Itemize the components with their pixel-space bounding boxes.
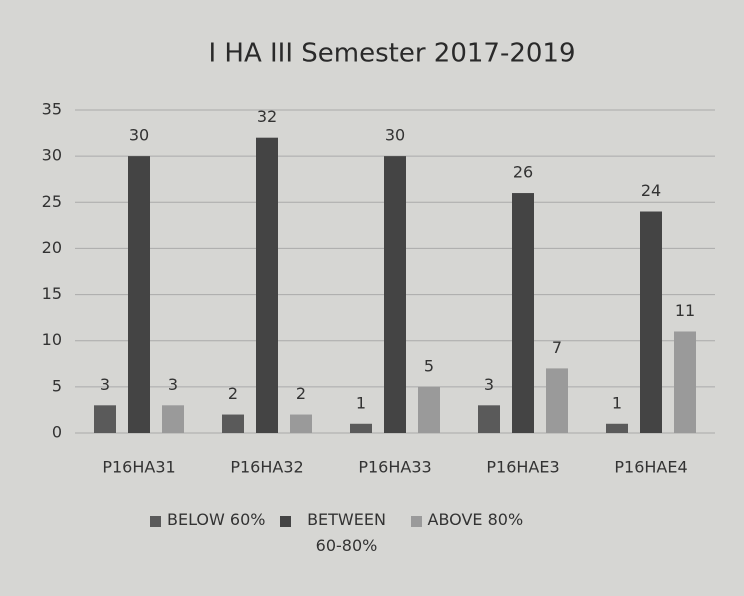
x-tick-label: P16HA31 (102, 458, 175, 477)
y-tick-label: 25 (42, 192, 62, 211)
legend: BELOW 60% BETWEEN 60-80% ABOVE 80% (150, 510, 523, 559)
bar (606, 423, 628, 433)
bar (94, 405, 116, 433)
bar (384, 156, 406, 433)
data-label: 1 (356, 393, 366, 412)
data-label: 30 (129, 126, 149, 145)
bar (290, 414, 312, 433)
data-label: 1 (612, 393, 622, 412)
y-tick-label: 10 (42, 330, 62, 349)
data-label: 3 (168, 375, 178, 394)
y-tick-label: 0 (52, 423, 62, 442)
legend-label: BELOW 60% (167, 510, 266, 529)
data-label: 3 (484, 375, 494, 394)
y-tick-label: 5 (52, 376, 62, 395)
data-label: 3 (100, 375, 110, 394)
y-tick-label: 35 (42, 100, 62, 119)
bar (418, 386, 440, 433)
legend-label: ABOVE 80% (427, 510, 524, 529)
x-tick-label: P16HAE3 (486, 458, 559, 477)
bar (256, 137, 278, 433)
bar (546, 368, 568, 433)
bar (222, 414, 244, 433)
x-tick-label: P16HA32 (230, 458, 303, 477)
x-tick-label: P16HAE4 (614, 458, 687, 477)
bar (478, 405, 500, 433)
data-label: 32 (257, 107, 277, 126)
data-label: 2 (228, 384, 238, 403)
legend-swatch (279, 516, 291, 527)
chart-title: I HA III Semester 2017-2019 (208, 39, 575, 69)
bar (512, 193, 534, 433)
data-label: 26 (513, 163, 533, 182)
data-label: 5 (424, 356, 434, 375)
y-tick-label: 20 (42, 238, 62, 257)
y-tick-label: 30 (42, 146, 62, 165)
data-label: 24 (641, 181, 661, 200)
legend-item: BELOW 60% (150, 510, 266, 559)
data-label: 11 (675, 301, 695, 320)
data-label: 2 (296, 384, 306, 403)
bar (162, 405, 184, 433)
legend-swatch (410, 516, 422, 527)
bar (674, 331, 696, 433)
legend-label: BETWEEN 60-80% (307, 510, 386, 555)
legend-item: ABOVE 80% (410, 510, 523, 559)
bar (128, 156, 150, 433)
x-tick-label: P16HA33 (358, 458, 431, 477)
data-label: 7 (552, 338, 562, 357)
legend-item: BETWEEN 60-80% (279, 510, 397, 559)
data-label: 30 (385, 126, 405, 145)
bar (350, 423, 372, 433)
y-tick-label: 15 (42, 284, 62, 303)
legend-swatch (150, 516, 161, 527)
bar (640, 211, 662, 433)
